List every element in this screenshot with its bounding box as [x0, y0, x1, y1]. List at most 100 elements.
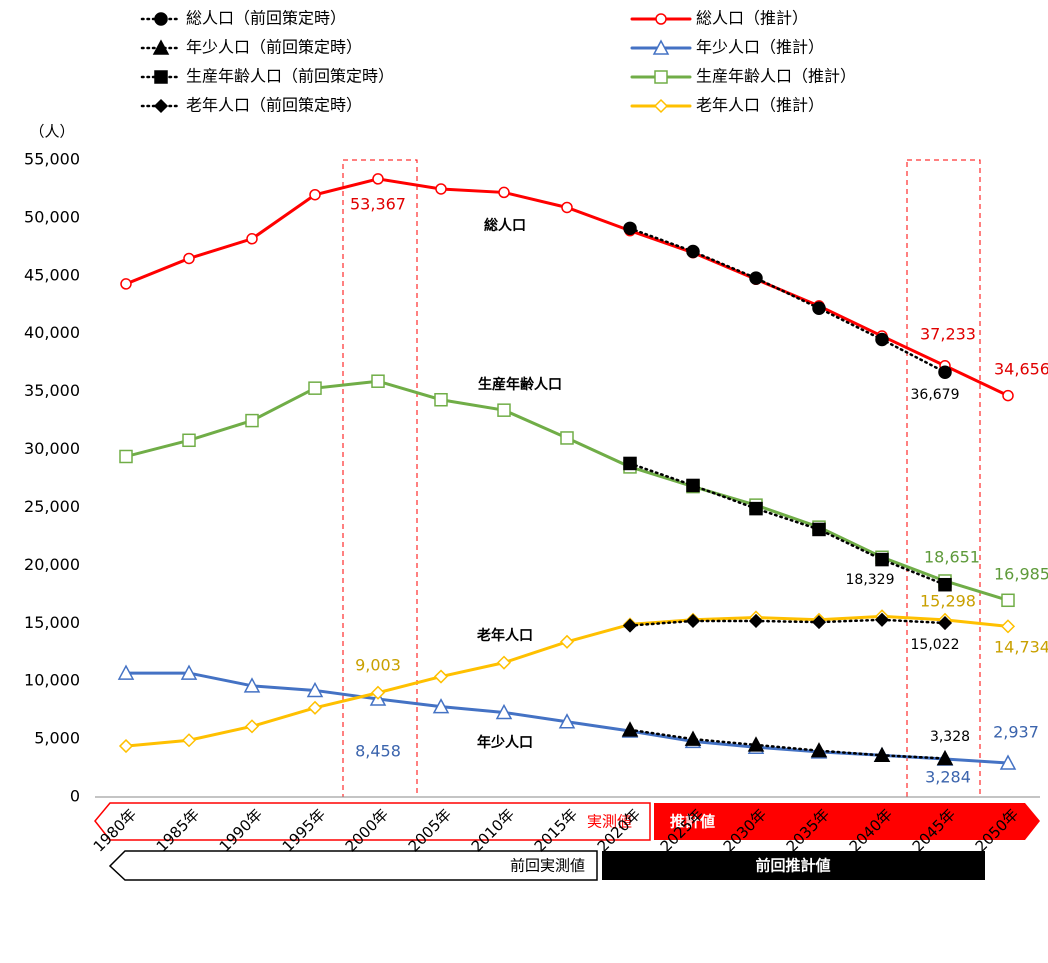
data-label: 18,651: [924, 548, 980, 567]
y-tick-label: 30,000: [24, 439, 80, 458]
y-tick-label: 15,000: [24, 613, 80, 632]
marker: [747, 736, 765, 752]
data-label: 3,328: [930, 729, 970, 745]
marker: [936, 749, 954, 766]
marker: [684, 730, 702, 746]
data-label: 53,367: [350, 195, 406, 214]
marker: [1000, 619, 1016, 634]
legend-marker: [655, 13, 667, 25]
y-tick-label: 0: [70, 787, 80, 806]
marker: [120, 278, 132, 290]
marker: [498, 186, 510, 199]
marker: [182, 433, 196, 448]
legend-marker: [152, 39, 170, 55]
marker: [938, 365, 952, 379]
legend-label: 年少人口（推計）: [696, 38, 824, 57]
marker: [246, 233, 258, 245]
y-tick-label: 10,000: [24, 671, 80, 690]
marker: [434, 392, 448, 407]
marker: [308, 381, 322, 395]
annotation: 老年人口: [477, 627, 533, 644]
marker: [812, 301, 826, 315]
marker: [558, 713, 576, 729]
marker: [119, 449, 133, 464]
marker: [306, 681, 324, 698]
y-tick-label: 45,000: [24, 265, 80, 284]
marker: [685, 613, 701, 629]
period-arrow: [94, 802, 651, 841]
y-tick-label: 5,000: [34, 729, 80, 748]
marker: [623, 221, 637, 236]
marker: [561, 201, 573, 214]
series-line: [628, 462, 947, 586]
marker: [435, 183, 447, 195]
marker: [686, 244, 700, 259]
data-label: 15,022: [911, 637, 960, 653]
y-unit: （人）: [29, 123, 74, 141]
marker: [244, 719, 260, 734]
marker: [938, 577, 952, 592]
y-tick-label: 40,000: [24, 323, 80, 342]
marker: [622, 618, 638, 633]
marker: [749, 271, 763, 285]
data-label: 9,003: [355, 656, 401, 675]
legend-marker: [654, 70, 668, 84]
marker: [1001, 593, 1015, 608]
marker: [183, 252, 195, 265]
data-label: 16,985: [994, 565, 1048, 584]
marker: [560, 431, 574, 445]
marker: [937, 615, 953, 631]
marker: [559, 634, 575, 649]
annotation: 年少人口: [477, 734, 533, 751]
data-label: 37,233: [920, 325, 976, 344]
marker: [309, 188, 321, 201]
marker: [748, 613, 764, 629]
marker: [433, 669, 449, 684]
marker: [810, 742, 828, 758]
y-tick-label: 50,000: [24, 207, 80, 226]
marker: [118, 738, 134, 754]
series-line: [628, 227, 947, 374]
data-label: 34,656: [994, 360, 1048, 379]
y-tick-label: 55,000: [24, 150, 80, 169]
marker: [496, 655, 512, 670]
annotation: 生産年齢人口: [478, 376, 562, 393]
legend-marker: [653, 98, 669, 114]
period-label: 実測値: [587, 813, 632, 831]
marker: [749, 501, 763, 516]
marker: [181, 733, 197, 748]
marker: [495, 703, 513, 720]
marker: [307, 700, 323, 715]
data-label: 36,679: [911, 387, 960, 403]
data-label: 3,284: [925, 768, 971, 787]
annotation: 総人口: [484, 217, 526, 234]
marker: [117, 664, 135, 680]
period-arrow: [654, 803, 1040, 840]
marker: [243, 677, 261, 693]
y-tick-label: 35,000: [24, 381, 80, 400]
marker: [875, 552, 889, 567]
period-arrow: [602, 851, 985, 880]
marker: [623, 456, 637, 471]
data-label: 18,329: [846, 572, 895, 588]
marker: [371, 374, 385, 388]
marker: [1002, 389, 1014, 402]
marker: [873, 746, 891, 763]
data-label: 8,458: [355, 742, 401, 761]
highlight-box: [906, 159, 981, 798]
legend-label: 生産年齢人口（推計）: [696, 67, 856, 86]
y-tick-label: 20,000: [24, 555, 80, 574]
marker: [370, 685, 386, 700]
period-label: 前回推計値: [755, 857, 830, 875]
y-tick-label: 25,000: [24, 497, 80, 516]
data-label: 15,298: [920, 592, 976, 611]
period-label: 推計値: [670, 813, 715, 831]
period-arrow: [108, 850, 598, 881]
data-label: 2,937: [993, 723, 1039, 742]
marker: [432, 698, 450, 714]
marker: [245, 413, 259, 428]
marker: [180, 664, 198, 680]
legend-label: 総人口（前回策定時）: [186, 9, 346, 28]
marker: [372, 173, 384, 185]
